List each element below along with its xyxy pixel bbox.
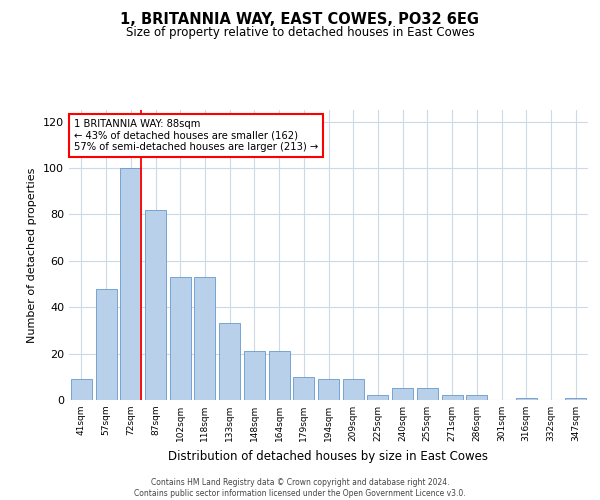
- Y-axis label: Number of detached properties: Number of detached properties: [28, 168, 37, 342]
- X-axis label: Distribution of detached houses by size in East Cowes: Distribution of detached houses by size …: [169, 450, 488, 462]
- Bar: [516, 398, 537, 400]
- Bar: [120, 168, 141, 400]
- Bar: [244, 352, 265, 400]
- Bar: [417, 388, 438, 400]
- Bar: [442, 396, 463, 400]
- Bar: [318, 379, 339, 400]
- Text: 1, BRITANNIA WAY, EAST COWES, PO32 6EG: 1, BRITANNIA WAY, EAST COWES, PO32 6EG: [121, 12, 479, 28]
- Bar: [367, 396, 388, 400]
- Bar: [95, 288, 116, 400]
- Bar: [392, 388, 413, 400]
- Bar: [565, 398, 586, 400]
- Text: Size of property relative to detached houses in East Cowes: Size of property relative to detached ho…: [125, 26, 475, 39]
- Bar: [170, 277, 191, 400]
- Bar: [71, 379, 92, 400]
- Bar: [269, 352, 290, 400]
- Bar: [219, 324, 240, 400]
- Bar: [194, 277, 215, 400]
- Text: Contains HM Land Registry data © Crown copyright and database right 2024.
Contai: Contains HM Land Registry data © Crown c…: [134, 478, 466, 498]
- Text: 1 BRITANNIA WAY: 88sqm
← 43% of detached houses are smaller (162)
57% of semi-de: 1 BRITANNIA WAY: 88sqm ← 43% of detached…: [74, 118, 319, 152]
- Bar: [466, 396, 487, 400]
- Bar: [145, 210, 166, 400]
- Bar: [293, 377, 314, 400]
- Bar: [343, 379, 364, 400]
